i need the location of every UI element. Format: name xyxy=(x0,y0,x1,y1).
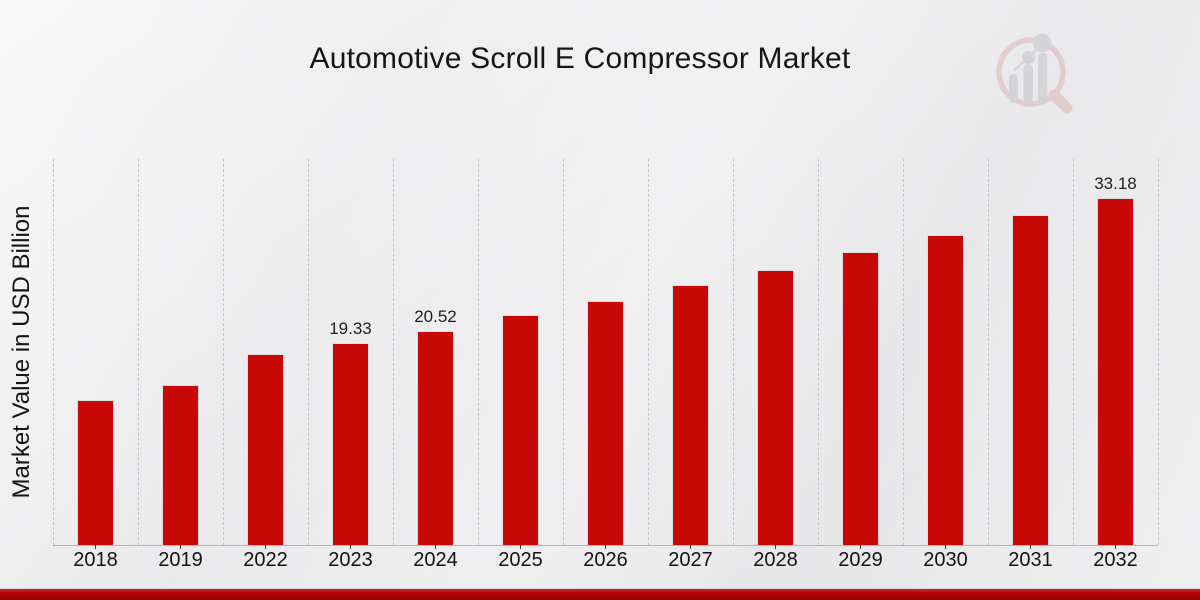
gridline xyxy=(478,159,479,545)
bar-2028 xyxy=(757,270,794,545)
category-slot: 2019 xyxy=(138,159,223,571)
x-axis-tick xyxy=(775,545,776,549)
x-axis-label-2030: 2030 xyxy=(923,549,968,571)
gridline xyxy=(648,159,649,545)
magnifier-handle-icon xyxy=(1048,89,1073,114)
y-axis-label: Market Value in USD Billion xyxy=(8,205,35,499)
category-slot: 2025 xyxy=(478,159,563,571)
x-axis-label-2019: 2019 xyxy=(158,549,203,571)
category-slot: 2018 xyxy=(53,159,138,571)
x-axis-label-2029: 2029 xyxy=(838,549,883,571)
x-axis-label-2023: 2023 xyxy=(328,549,373,571)
gridline xyxy=(393,159,394,545)
x-axis-label-2022: 2022 xyxy=(243,549,288,571)
bar-2026 xyxy=(587,301,624,545)
x-axis-tick xyxy=(95,545,96,549)
x-axis-tick xyxy=(945,545,946,549)
magnifier-ring-icon xyxy=(996,37,1066,107)
x-axis-tick xyxy=(435,545,436,549)
bar-2031 xyxy=(1012,215,1049,545)
bar-2019 xyxy=(162,385,199,545)
category-slot: 2022 xyxy=(223,159,308,571)
x-axis-label-2026: 2026 xyxy=(583,549,628,571)
bar-2023 xyxy=(332,343,369,545)
logo-bar-medium-icon xyxy=(1023,64,1033,103)
trend-line-icon xyxy=(1012,43,1043,72)
x-axis-tick xyxy=(1115,545,1116,549)
gridline xyxy=(223,159,224,545)
category-slot: 2027 xyxy=(648,159,733,571)
x-axis-tick xyxy=(605,545,606,549)
bar-2022 xyxy=(247,354,284,545)
gridline xyxy=(818,159,819,545)
gridline xyxy=(1073,159,1074,545)
gridline xyxy=(138,159,139,545)
x-axis-label-2027: 2027 xyxy=(668,549,713,571)
gridline xyxy=(563,159,564,545)
logo-bar-short-icon xyxy=(1009,74,1018,103)
x-axis-label-2024: 2024 xyxy=(413,549,458,571)
plot-area: 2018 2019 2022 19.33 2023 20.52 2024 2025 2026 20… xyxy=(53,159,1159,571)
logo-dot-large-icon xyxy=(1032,33,1052,53)
x-axis-tick xyxy=(350,545,351,549)
category-slot: 19.33 2023 xyxy=(308,159,393,571)
bar-2029 xyxy=(842,252,879,545)
bar-2018 xyxy=(77,400,114,545)
bar-2032 xyxy=(1097,198,1134,545)
bar-2024 xyxy=(417,331,454,545)
x-axis-label-2032: 2032 xyxy=(1093,549,1138,571)
x-axis-tick xyxy=(180,545,181,549)
x-axis-label-2031: 2031 xyxy=(1008,549,1053,571)
x-axis-label-2028: 2028 xyxy=(753,549,798,571)
x-axis-tick xyxy=(265,545,266,549)
gridline xyxy=(1158,159,1159,545)
category-slot: 33.18 2032 xyxy=(1073,159,1158,571)
category-slot: 2028 xyxy=(733,159,818,571)
bar-value-label-2032: 33.18 xyxy=(1094,174,1137,193)
bar-2030 xyxy=(927,235,964,545)
category-slot: 20.52 2024 xyxy=(393,159,478,571)
chart-title: Automotive Scroll E Compressor Market xyxy=(309,42,851,75)
x-axis-tick xyxy=(1030,545,1031,549)
bar-value-label-2024: 20.52 xyxy=(414,307,457,326)
x-axis-tick xyxy=(690,545,691,549)
gridline xyxy=(903,159,904,545)
footer-divider xyxy=(0,588,1200,589)
category-slot: 2031 xyxy=(988,159,1073,571)
x-axis-tick xyxy=(860,545,861,549)
x-axis-tick xyxy=(520,545,521,549)
gridline xyxy=(308,159,309,545)
x-axis-label-2025: 2025 xyxy=(498,549,543,571)
logo-dot-small-icon xyxy=(1022,51,1035,64)
bar-2027 xyxy=(672,285,709,545)
category-slot: 2030 xyxy=(903,159,988,571)
category-slot: 2029 xyxy=(818,159,903,571)
x-axis-label-2018: 2018 xyxy=(73,549,118,571)
gridline xyxy=(733,159,734,545)
gridline xyxy=(53,159,54,545)
category-slot: 2026 xyxy=(563,159,648,571)
logo-bar-tall-icon xyxy=(1038,53,1048,103)
market-research-future-watermark-icon xyxy=(996,33,1073,114)
gridline xyxy=(988,159,989,545)
footer-red-band xyxy=(0,589,1200,600)
bar-value-label-2023: 19.33 xyxy=(329,319,372,338)
bar-2025 xyxy=(502,315,539,545)
